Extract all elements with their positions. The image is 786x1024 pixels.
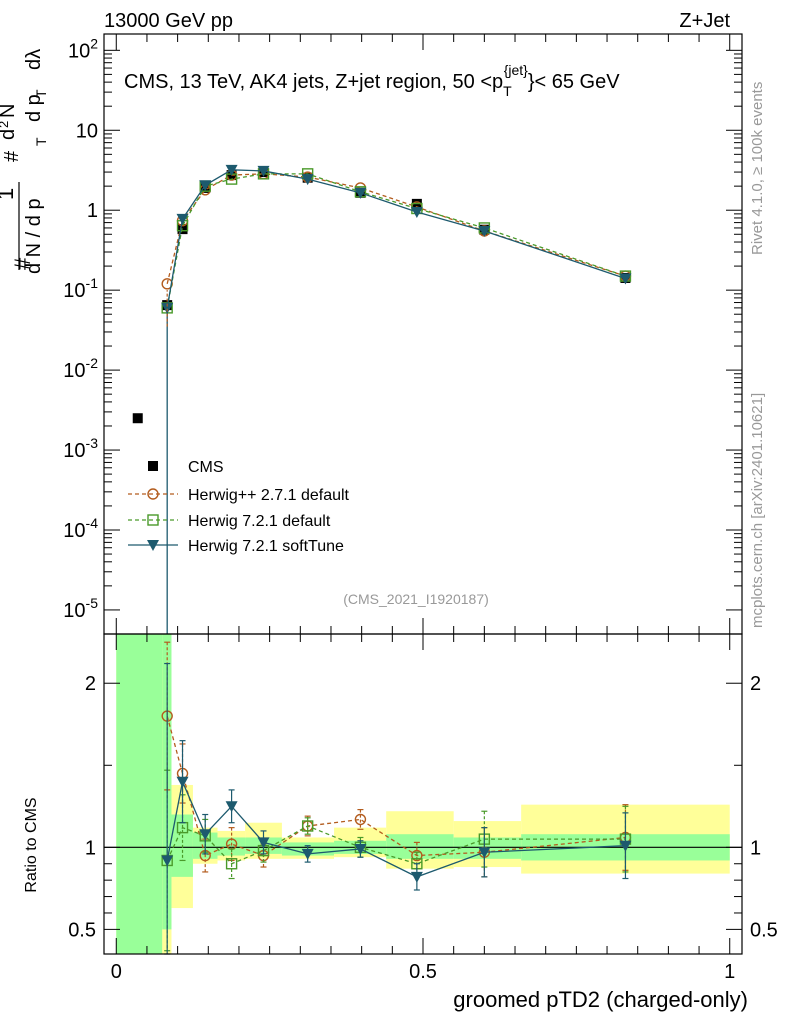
title-pre: CMS, 13 TeV, AK4 jets, Z+jet region, 50 …	[124, 71, 503, 93]
x-tick-label: 1	[724, 961, 735, 983]
analysis-id: (CMS_2021_I1920187)	[343, 591, 489, 607]
header-process: Z+Jet	[679, 10, 730, 32]
ratio-y-tick-label: 0.5	[68, 919, 96, 941]
band-inner-bin	[217, 837, 246, 856]
ratio-point	[354, 813, 367, 826]
ylabel-hash2: #	[1, 150, 23, 162]
legend: CMS Herwig++ 2.7.1 default Herwig 7.2.1 de…	[128, 459, 350, 555]
title-sup: {jet}	[504, 62, 528, 78]
ratio-point	[619, 840, 632, 852]
x-axis-label: groomed pTD2 (charged-only)	[453, 987, 748, 1012]
y-tick-label: 10-1	[63, 275, 98, 302]
data-point	[478, 225, 491, 237]
main-ylabel: # 1 d N / d p T # d 2 N d p T dλ	[0, 49, 49, 274]
legend-label: CMS	[188, 459, 224, 476]
mcplots-label: mcplots.cern.ch [arXiv:2401.10621]	[749, 393, 766, 628]
band-inner-bin	[386, 834, 454, 859]
y-tick-label: 1	[87, 200, 98, 222]
ratio-point	[225, 801, 238, 813]
ylabel-two: 2	[0, 121, 11, 128]
ylabel-n: N	[0, 104, 19, 118]
ratio-plot-frame	[103, 633, 743, 955]
ratio-point	[301, 820, 314, 832]
y-tick-label: 10-4	[63, 515, 98, 542]
ylabel-t: T	[33, 137, 49, 146]
series-line	[166, 173, 626, 309]
legend-label: Herwig 7.2.1 default	[188, 513, 331, 530]
axes-ticks: 10-5 10-4 10-3 10-2 10-1 1 10 102 0 0.5 1 0.5 0.5 1 1 2…	[63, 34, 778, 983]
rivet-label: Rivet 4.1.0, ≥ 100k events	[749, 82, 766, 255]
data-point	[619, 273, 632, 285]
ratio-ylabel: Ratio to CMS	[23, 797, 40, 892]
ylabel-dn: d N / d p	[23, 198, 45, 274]
ylabel-one: 1	[0, 188, 18, 200]
x-tick-label: 0.5	[409, 961, 437, 983]
ratio-series	[161, 641, 632, 955]
ratio-bands	[104, 634, 742, 954]
title-sub: T	[503, 83, 512, 99]
ratio-point	[411, 849, 423, 862]
ylabel-hash: #	[10, 257, 35, 270]
ratio-point	[257, 837, 270, 849]
y-tick-label: 10-3	[63, 435, 98, 462]
main-series	[132, 164, 632, 634]
data-point	[354, 187, 367, 199]
legend-marker	[147, 488, 159, 500]
legend-marker	[148, 461, 158, 471]
ratio-point	[301, 848, 314, 860]
y-tick-label: 10-2	[63, 355, 98, 382]
y-tick-label: 10	[76, 120, 98, 142]
ratio-point	[478, 847, 491, 859]
ratio-point	[161, 855, 174, 867]
ylabel-t2: T	[33, 89, 49, 98]
legend-marker	[147, 514, 159, 526]
legend-marker	[147, 540, 159, 551]
data-point	[176, 213, 189, 225]
ratio-y-tick-label: 2	[85, 673, 96, 695]
x-tick-label: 0	[111, 961, 122, 983]
ratio-point	[410, 871, 423, 883]
band-inner-bin	[116, 634, 163, 954]
ratio-point	[176, 776, 189, 788]
ylabel-dpt: d p	[23, 94, 45, 122]
ylabel-d2n: d	[0, 129, 19, 140]
data-point	[301, 174, 314, 186]
y-tick-label: 10-5	[63, 595, 98, 622]
legend-label: Herwig 7.2.1 softTune	[188, 538, 344, 555]
ylabel-dl: dλ	[23, 49, 45, 70]
legend-label: Herwig++ 2.7.1 default	[188, 487, 350, 504]
data-point	[257, 165, 270, 177]
data-point	[132, 413, 143, 424]
data-point	[225, 164, 238, 176]
ratio-point	[225, 858, 238, 870]
plot-title: CMS, 13 TeV, AK4 jets, Z+jet region, 50 …	[124, 62, 620, 99]
ratio-line	[166, 715, 626, 857]
title-post: }< 65 GeV	[528, 71, 620, 93]
header-energy: 13000 GeV pp	[104, 10, 233, 32]
y-tick-label: 102	[68, 35, 98, 62]
ratio-line	[166, 779, 626, 878]
ratio-y-tick-label-right: 1	[750, 837, 761, 859]
ratio-y-tick-label-right: 0.5	[750, 919, 778, 941]
data-point	[199, 180, 212, 192]
series-line	[166, 169, 626, 308]
ratio-y-tick-label: 1	[85, 837, 96, 859]
series-line	[166, 173, 626, 284]
ratio-point	[199, 829, 212, 841]
ratio-y-tick-label-right: 2	[750, 673, 761, 695]
ratio-point	[354, 843, 367, 855]
data-point	[410, 206, 423, 218]
